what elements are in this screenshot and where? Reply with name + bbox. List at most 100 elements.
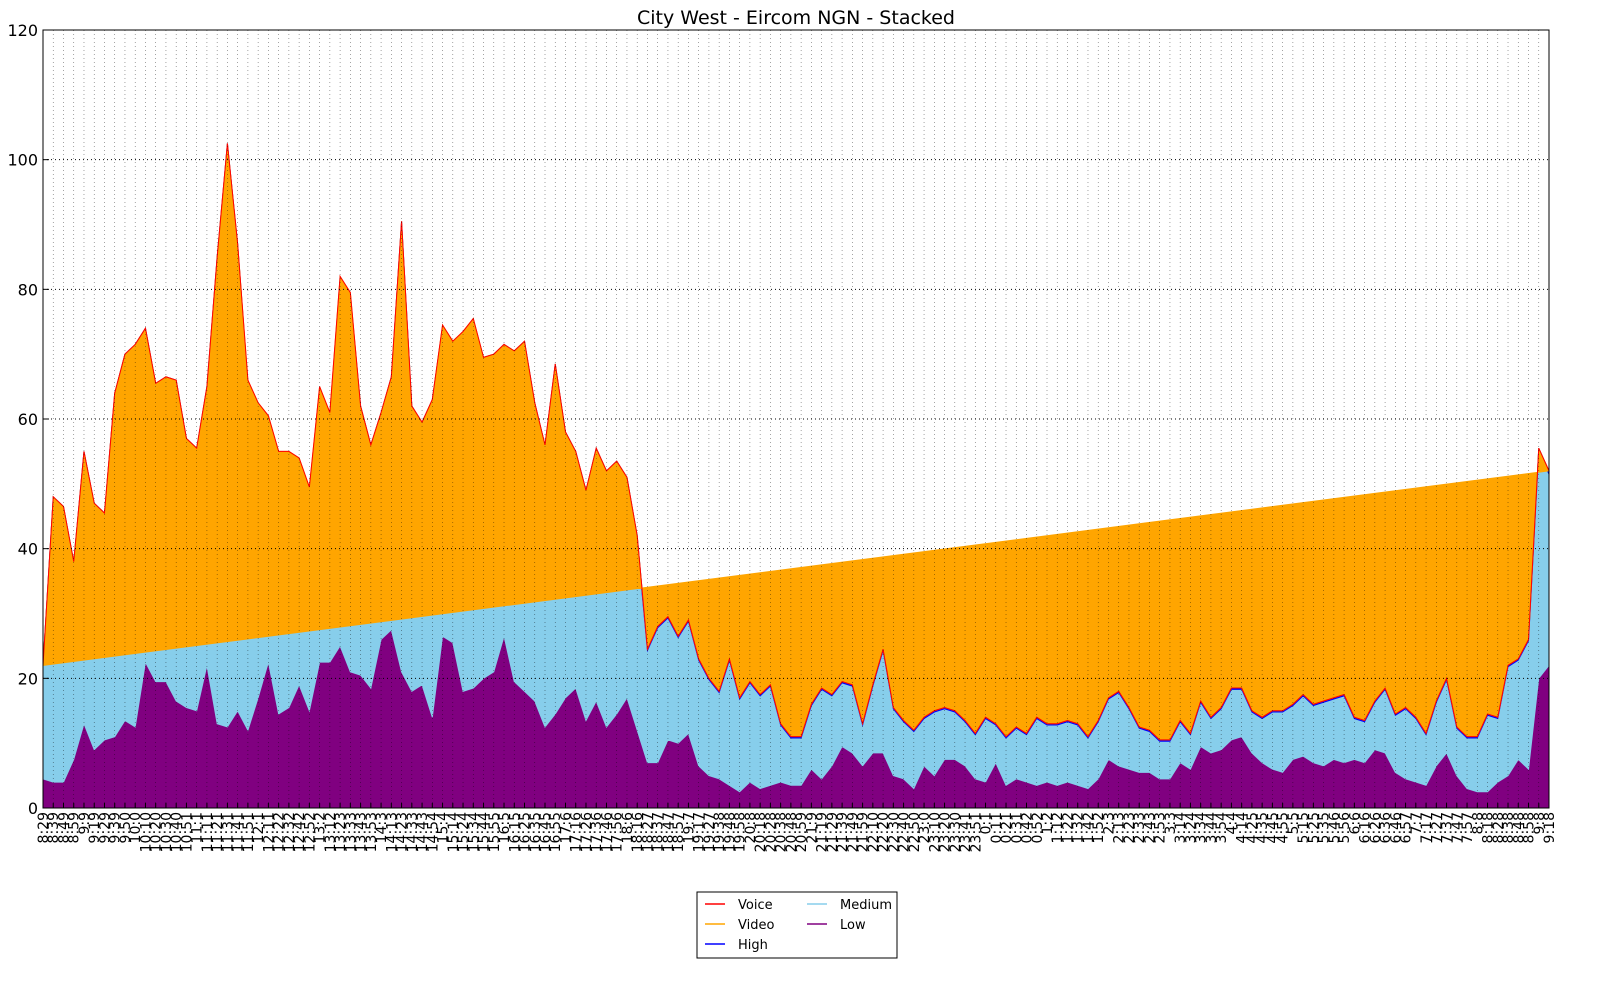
x-tick-label: 9:9 — [77, 812, 93, 835]
x-tick-label: 8:58 — [1522, 812, 1538, 843]
x-tick-label: 10:51 — [179, 812, 195, 852]
x-tick-label: 9:50 — [118, 812, 134, 843]
x-tick-label: 18:6 — [620, 812, 636, 844]
x-tick-label: 14:54 — [425, 812, 441, 852]
x-tick-label: 0:52 — [1030, 812, 1046, 843]
x-tick-label: 2:3 — [1101, 812, 1117, 835]
y-tick-label: 0 — [28, 799, 38, 818]
x-tick-label: 3:24 — [1183, 812, 1199, 844]
x-tick-label: 8:28 — [1491, 812, 1507, 843]
x-tick-label: 8:8 — [1470, 812, 1486, 835]
x-tick-label: 23:30 — [948, 812, 964, 852]
x-tick-label: 8:18 — [1481, 812, 1497, 843]
x-tick-label: 2:53 — [1153, 812, 1169, 843]
x-tick-label: 7:47 — [1450, 812, 1466, 843]
x-tick-label: 6:36 — [1378, 812, 1394, 844]
x-tick-label: 18:16 — [630, 812, 646, 852]
x-tick-label: 20:8 — [743, 812, 759, 843]
x-tick-label: 4:45 — [1265, 812, 1281, 843]
x-tick-label: 19:7 — [681, 812, 697, 843]
x-tick-label: 14:3 — [374, 812, 390, 843]
x-tick-label: 10:0 — [128, 812, 144, 843]
y-tick-label: 60 — [18, 410, 38, 429]
x-tick-label: 11:51 — [241, 812, 257, 852]
x-tick-label: 5:25 — [1306, 812, 1322, 843]
x-tick-label: 13:23 — [333, 812, 349, 852]
x-tick-label: 6:26 — [1368, 812, 1384, 844]
x-tick-label: 2:23 — [1122, 812, 1138, 843]
x-tick-label: 16:5 — [497, 812, 513, 843]
x-tick-label: 3:44 — [1204, 812, 1220, 844]
x-tick-label: 19:48 — [722, 812, 738, 852]
x-tick-label: 0:21 — [999, 812, 1015, 843]
x-tick-label: 8:39 — [46, 812, 62, 843]
legend-label: High — [738, 938, 768, 953]
x-tick-label: 0:42 — [1020, 812, 1036, 843]
x-tick-label: 18:27 — [640, 812, 656, 852]
x-tick-label: 23:41 — [958, 812, 974, 852]
x-tick-label: 17:46 — [599, 812, 615, 852]
x-tick-label: 8:29 — [36, 812, 52, 843]
x-tick-label: 23:10 — [927, 812, 943, 852]
x-tick-label: 12:22 — [272, 812, 288, 852]
x-tick-label: 21:49 — [845, 812, 861, 852]
x-tick-label: 21:9 — [804, 812, 820, 843]
x-tick-label: 3:34 — [1194, 812, 1210, 844]
legend-label: Voice — [738, 898, 773, 913]
x-tick-label: 18:57 — [671, 812, 687, 852]
x-tick-label: 9:39 — [108, 812, 124, 843]
x-tick-label: 20:28 — [763, 812, 779, 852]
x-tick-label: 15:55 — [487, 812, 503, 852]
x-tick-label: 7:37 — [1440, 812, 1456, 843]
x-tick-label: 5:5 — [1286, 812, 1302, 835]
x-tick-label: 16:55 — [548, 812, 564, 852]
x-tick-label: 1:52 — [1091, 812, 1107, 843]
x-tick-label: 5:56 — [1337, 812, 1353, 844]
x-tick-label: 6:46 — [1388, 812, 1404, 844]
x-tick-label: 6:6 — [1347, 812, 1363, 835]
x-tick-label: 3:3 — [1163, 812, 1179, 835]
x-tick-label: 14:13 — [384, 812, 400, 852]
x-tick-label: 0:11 — [989, 812, 1005, 843]
x-tick-label: 8:59 — [67, 812, 83, 843]
x-tick-label: 10:40 — [169, 812, 185, 852]
x-tick-label: 13:43 — [354, 812, 370, 852]
x-tick-label: 9:19 — [87, 812, 103, 843]
x-tick-label: 9:18 — [1542, 812, 1558, 843]
x-tick-label: 8:38 — [1501, 812, 1517, 843]
x-tick-label: 21:39 — [835, 812, 851, 852]
x-tick-label: 22:20 — [876, 812, 892, 852]
x-tick-label: 17:36 — [589, 812, 605, 852]
legend-label: Video — [738, 918, 774, 933]
y-tick-label: 40 — [18, 540, 38, 559]
x-tick-label: 16:45 — [538, 812, 554, 852]
x-tick-label: 11:21 — [210, 812, 226, 852]
x-tick-label: 15:14 — [446, 812, 462, 852]
x-tick-label: 17:6 — [558, 812, 574, 844]
x-tick-label: 22:30 — [886, 812, 902, 852]
x-tick-label: 16:15 — [507, 812, 523, 852]
x-tick-label: 5:46 — [1327, 812, 1343, 844]
x-tick-label: 15:24 — [456, 812, 472, 852]
x-tick-label: 11:11 — [200, 812, 216, 852]
x-tick-label: 12:1 — [251, 812, 267, 843]
x-tick-label: 6:57 — [1399, 812, 1415, 843]
x-tick-label: 12:11 — [261, 812, 277, 852]
x-tick-label: 14:43 — [415, 812, 431, 852]
x-tick-label: 14:23 — [395, 812, 411, 852]
x-tick-label: 8:49 — [56, 812, 72, 843]
x-tick-label: 13:33 — [343, 812, 359, 852]
y-tick-label: 80 — [18, 280, 38, 299]
x-tick-label: 4:14 — [1235, 812, 1251, 844]
x-tick-label: 20:59 — [794, 812, 810, 852]
x-tick-label: 14:33 — [405, 812, 421, 852]
x-tick-label: 12:42 — [292, 812, 308, 852]
x-tick-label: 4:25 — [1245, 812, 1261, 843]
x-tick-label: 4:35 — [1255, 812, 1271, 843]
x-tick-label: 1:12 — [1050, 812, 1066, 843]
x-tick-label: 4:55 — [1276, 812, 1292, 843]
x-tick-label: 23:20 — [938, 812, 954, 852]
x-tick-label: 1:22 — [1060, 812, 1076, 843]
x-tick-label: 10:30 — [159, 812, 175, 852]
x-tick-label: 1:42 — [1081, 812, 1097, 843]
